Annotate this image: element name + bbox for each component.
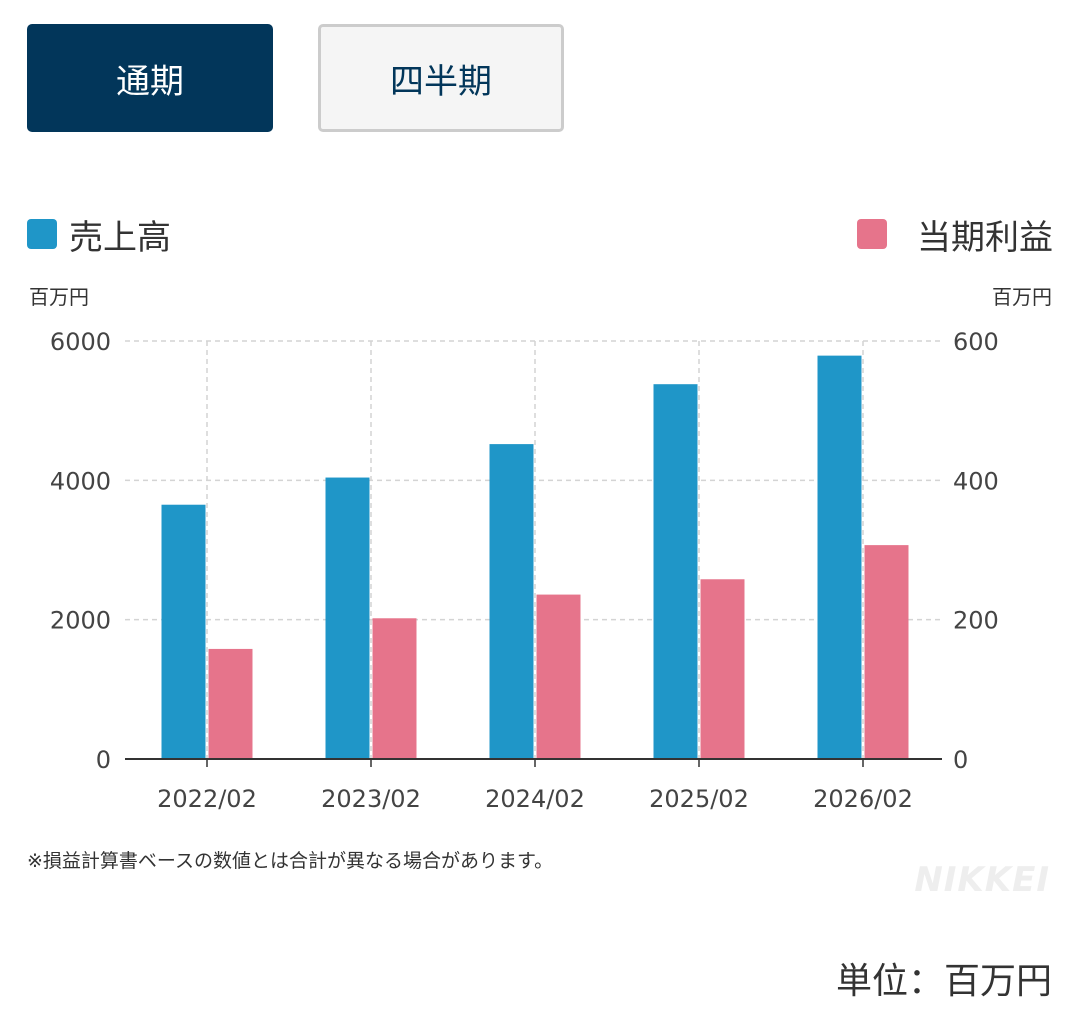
bar-sales bbox=[489, 444, 534, 759]
bar-profit bbox=[536, 594, 581, 759]
legend-profit: 当期利益 bbox=[857, 212, 1053, 258]
left-tick-label: 0 bbox=[96, 746, 111, 774]
tab-quarterly[interactable]: 四半期 bbox=[318, 24, 564, 132]
legend-swatch-sales bbox=[27, 219, 57, 249]
bar-profit bbox=[208, 648, 253, 759]
x-tick-label: 2022/02 bbox=[157, 785, 257, 813]
nikkei-logo: NIKKEI bbox=[914, 860, 1050, 900]
bar-chart: 0 2000 4000 6000 0 200 400 600 2022/02 2023/02 202… bbox=[50, 328, 999, 813]
bar-sales bbox=[325, 477, 370, 759]
right-axis-unit: 百万円 bbox=[992, 285, 1052, 309]
bar-profit bbox=[864, 545, 909, 759]
right-tick-label: 0 bbox=[953, 746, 968, 774]
footnote: ※損益計算書ベースの数値とは合計が異なる場合があります。 bbox=[27, 850, 554, 872]
right-tick-label: 400 bbox=[953, 467, 999, 495]
bar-profit bbox=[700, 579, 745, 759]
tab-annual[interactable]: 通期 bbox=[27, 24, 273, 132]
right-tick-label: 600 bbox=[953, 328, 999, 356]
bar-profit bbox=[372, 618, 417, 759]
unit-footer: 単位：百万円 bbox=[835, 961, 1052, 1002]
bar-sales bbox=[817, 355, 862, 759]
left-tick-label: 4000 bbox=[50, 467, 111, 495]
legend-sales: 売上高 bbox=[27, 212, 171, 258]
legend-label-sales: 売上高 bbox=[69, 217, 171, 258]
legend-swatch-profit bbox=[857, 219, 887, 249]
x-tick-label: 2023/02 bbox=[321, 785, 421, 813]
right-tick-label: 200 bbox=[953, 607, 999, 635]
bar-sales bbox=[653, 384, 698, 759]
x-tick-label: 2024/02 bbox=[485, 785, 585, 813]
x-tick-label: 2025/02 bbox=[649, 785, 749, 813]
left-axis-unit: 百万円 bbox=[29, 285, 89, 309]
legend-label-profit: 当期利益 bbox=[917, 217, 1053, 258]
x-tick-label: 2026/02 bbox=[813, 785, 913, 813]
bar-sales bbox=[161, 504, 206, 759]
left-tick-label: 2000 bbox=[50, 607, 111, 635]
left-tick-label: 6000 bbox=[50, 328, 111, 356]
